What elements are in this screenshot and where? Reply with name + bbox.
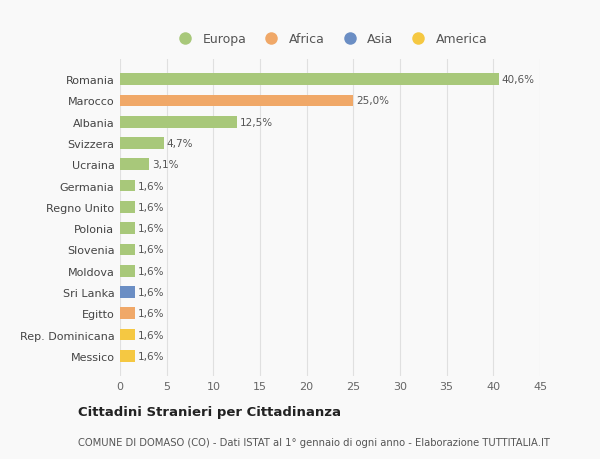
Text: 4,7%: 4,7%: [167, 139, 193, 149]
Bar: [120, 159, 149, 171]
Text: 1,6%: 1,6%: [138, 266, 164, 276]
Bar: [120, 95, 353, 107]
Text: COMUNE DI DOMASO (CO) - Dati ISTAT al 1° gennaio di ogni anno - Elaborazione TUT: COMUNE DI DOMASO (CO) - Dati ISTAT al 1°…: [78, 437, 550, 447]
Text: Cittadini Stranieri per Cittadinanza: Cittadini Stranieri per Cittadinanza: [78, 405, 341, 419]
Bar: [120, 244, 135, 256]
Text: 1,6%: 1,6%: [138, 330, 164, 340]
Text: 1,6%: 1,6%: [138, 245, 164, 255]
Text: 1,6%: 1,6%: [138, 181, 164, 191]
Text: 1,6%: 1,6%: [138, 308, 164, 319]
Text: 25,0%: 25,0%: [356, 96, 389, 106]
Bar: [120, 265, 135, 277]
Text: 1,6%: 1,6%: [138, 224, 164, 234]
Text: 1,6%: 1,6%: [138, 287, 164, 297]
Bar: [120, 117, 236, 128]
Bar: [120, 74, 499, 86]
Text: 12,5%: 12,5%: [239, 118, 272, 128]
Bar: [120, 202, 135, 213]
Bar: [120, 180, 135, 192]
Text: 3,1%: 3,1%: [152, 160, 178, 170]
Text: 1,6%: 1,6%: [138, 351, 164, 361]
Bar: [120, 350, 135, 362]
Legend: Europa, Africa, Asia, America: Europa, Africa, Asia, America: [167, 28, 493, 51]
Bar: [120, 138, 164, 150]
Text: 40,6%: 40,6%: [502, 75, 535, 85]
Text: 1,6%: 1,6%: [138, 202, 164, 213]
Bar: [120, 329, 135, 341]
Bar: [120, 223, 135, 235]
Bar: [120, 286, 135, 298]
Bar: [120, 308, 135, 319]
